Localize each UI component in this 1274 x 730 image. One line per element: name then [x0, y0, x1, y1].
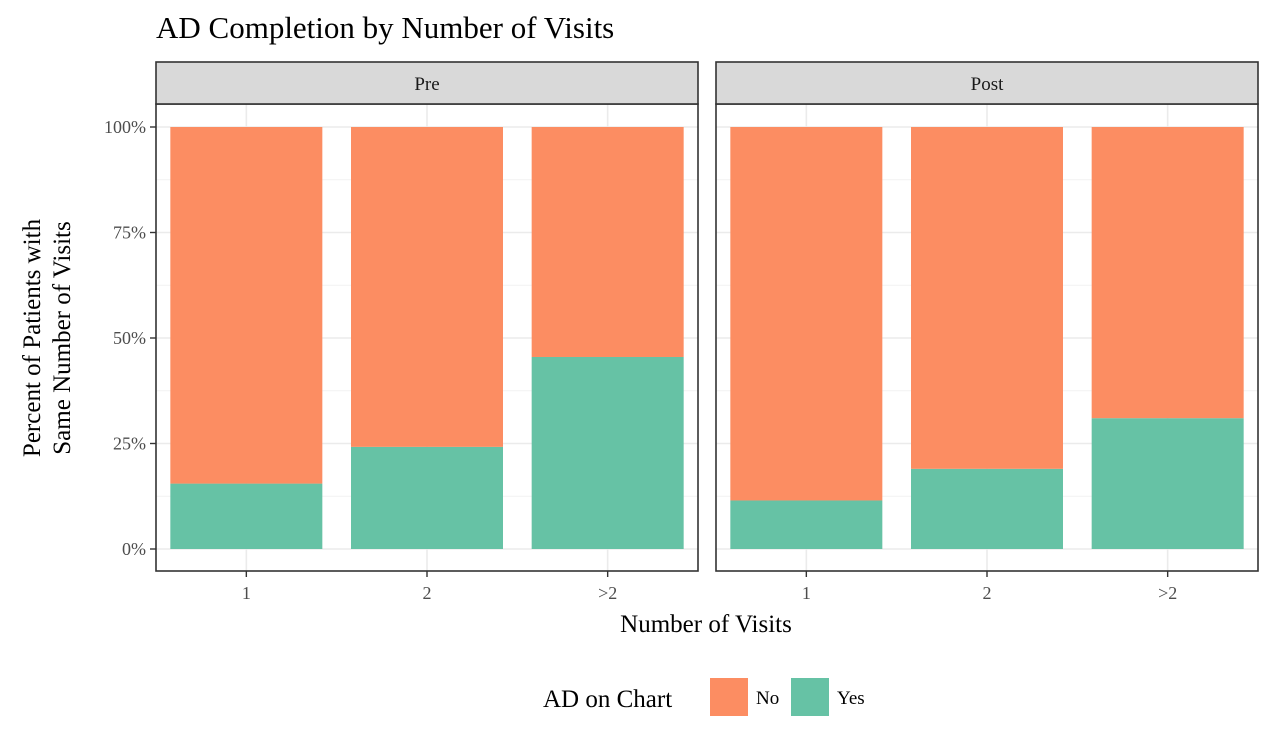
legend: AD on Chart No Yes — [543, 678, 865, 716]
x-tick-label: 1 — [802, 583, 811, 603]
bar-post-yes-1 — [730, 500, 883, 549]
y-tick-label: 0% — [122, 539, 146, 559]
legend-label-yes: Yes — [837, 688, 865, 709]
y-tick-label: 50% — [113, 328, 146, 348]
bar-post-yes-2 — [911, 468, 1063, 549]
facets-layer: Pre 1 2 >2 Post 1 2 >2 — [155, 61, 1259, 603]
facet-strip-label: Post — [971, 74, 1004, 95]
x-tick-label: >2 — [598, 583, 617, 603]
legend-key-no — [710, 678, 748, 716]
facet-strip-label: Pre — [414, 74, 439, 95]
legend-label-no: No — [756, 688, 779, 709]
facet-strip — [715, 61, 1259, 105]
y-tick-label: 25% — [113, 434, 146, 454]
y-tick-label: 100% — [104, 117, 146, 137]
x-tick-label: 1 — [242, 583, 251, 603]
bar-post-yes-3 — [1091, 418, 1244, 549]
x-tick-label: >2 — [1158, 583, 1177, 603]
facet-panel-post: Post 1 2 >2 — [715, 61, 1259, 603]
bar-pre-yes-1 — [170, 483, 323, 549]
bar-pre-yes-3 — [531, 356, 684, 549]
x-tick-label: 2 — [423, 583, 432, 603]
bar-pre-no-1 — [170, 127, 323, 484]
x-tick-label: 2 — [983, 583, 992, 603]
bar-pre-no-2 — [351, 127, 503, 447]
y-axis-title-line-1: Percent of Patients with — [19, 218, 46, 457]
bar-post-no-2 — [911, 127, 1063, 469]
axis-layer: Number of Visits Percent of Patients wit… — [19, 117, 792, 638]
y-axis-title-line-2: Same Number of Visits — [49, 221, 76, 454]
facet-strip — [155, 61, 699, 105]
bar-pre-no-3 — [531, 127, 684, 357]
y-tick-label: 75% — [113, 223, 146, 243]
x-axis-title: Number of Visits — [620, 611, 792, 638]
facet-panel-pre: Pre 1 2 >2 — [155, 61, 699, 603]
legend-title: AD on Chart — [543, 686, 672, 713]
bar-post-no-1 — [730, 127, 883, 501]
bar-post-no-3 — [1091, 127, 1244, 419]
bar-pre-yes-2 — [351, 446, 503, 549]
legend-key-yes — [791, 678, 829, 716]
chart-title: AD Completion by Number of Visits — [156, 10, 614, 45]
